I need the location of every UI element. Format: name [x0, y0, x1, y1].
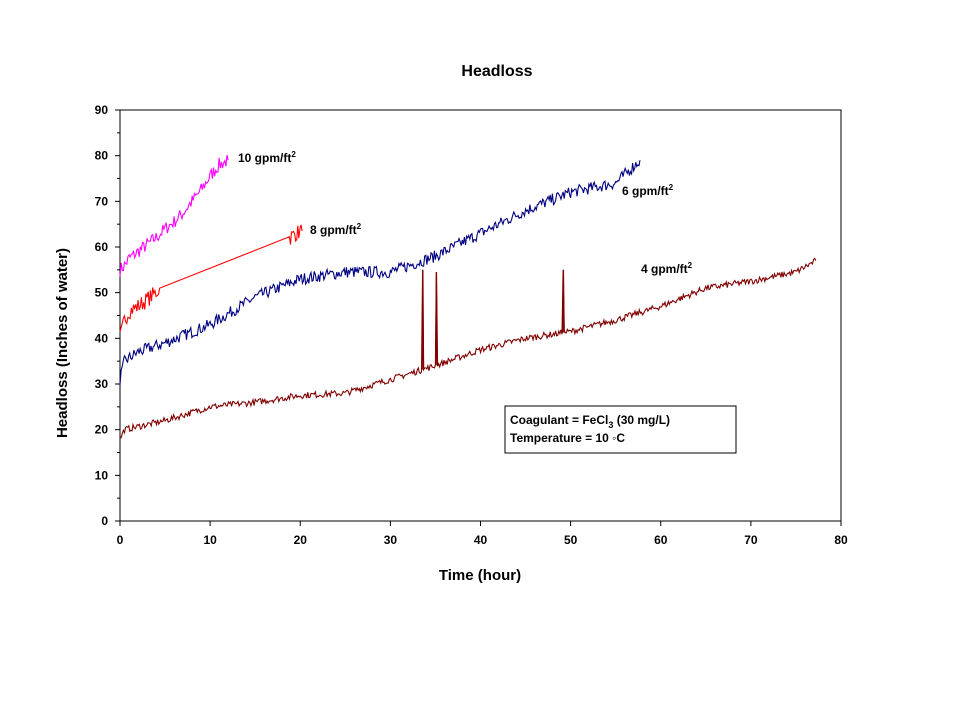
x-tick-label: 60	[654, 533, 668, 547]
y-tick-label: 60	[95, 240, 109, 254]
x-axis-title: Time (hour)	[439, 567, 521, 584]
series-line	[119, 160, 641, 385]
y-tick-label: 0	[101, 514, 108, 528]
series-group	[119, 154, 817, 439]
y-tick-label: 90	[95, 103, 109, 117]
series-label-sup: 2	[669, 183, 674, 192]
y-tick-label: 20	[95, 423, 109, 437]
series-label: 6 gpm/ft2	[622, 183, 674, 198]
series-label-name: 8 gpm/ft	[310, 223, 357, 237]
x-tick-label: 40	[474, 533, 488, 547]
series-label: 10 gpm/ft2	[238, 150, 296, 165]
series-label-sup: 2	[688, 261, 693, 270]
series-line	[119, 154, 229, 277]
series-label-sup: 2	[357, 222, 362, 231]
series-label-name: 4 gpm/ft	[641, 262, 688, 276]
series-label-name: 6 gpm/ft	[622, 184, 669, 198]
annotation-coagulant: Coagulant = FeCl3 (30 mg/L)	[510, 413, 670, 430]
series-line	[119, 224, 303, 333]
annotation-coagulant-sub: 3	[608, 420, 613, 430]
series-spike	[562, 269, 565, 333]
annotation-box: Coagulant = FeCl3 (30 mg/L) Temperature …	[504, 405, 737, 454]
annotation-temperature: Temperature = 10 ◦C	[510, 431, 625, 445]
y-tick-label: 30	[95, 377, 109, 391]
y-tick-label: 10	[95, 468, 109, 482]
series-label: 4 gpm/ft2	[641, 261, 693, 276]
x-tick-label: 10	[203, 533, 217, 547]
annotation-frame	[504, 405, 737, 454]
y-tick-label: 70	[95, 194, 109, 208]
series-label-sup: 2	[291, 150, 296, 159]
chart-title: Headloss	[461, 63, 532, 80]
x-tick-label: 20	[294, 533, 308, 547]
series-label: 8 gpm/ft2	[310, 222, 362, 237]
y-tick-label: 80	[95, 149, 109, 163]
x-tick-label: 0	[117, 533, 124, 547]
series-line	[119, 257, 817, 439]
plot-area	[119, 109, 842, 522]
series-spike	[434, 272, 438, 366]
annotation-coagulant-prefix: Coagulant = FeCl	[510, 413, 608, 427]
series-spike	[421, 269, 425, 370]
x-tick-label: 30	[384, 533, 398, 547]
x-tick-label: 70	[744, 533, 758, 547]
y-tick-label: 50	[95, 286, 109, 300]
x-tick-label: 50	[564, 533, 578, 547]
y-tick-label: 40	[95, 331, 109, 345]
x-axis: 0 10 20 30 40 50 60 70 80	[117, 521, 848, 547]
annotation-coagulant-suffix: (30 mg/L)	[613, 413, 670, 427]
series-label-name: 10 gpm/ft	[238, 151, 291, 165]
y-axis-title: Headloss (Inches of water)	[54, 248, 71, 438]
y-axis: 0 10 20 30 40 50 60 70 80 90	[95, 103, 120, 528]
x-tick-label: 80	[834, 533, 848, 547]
